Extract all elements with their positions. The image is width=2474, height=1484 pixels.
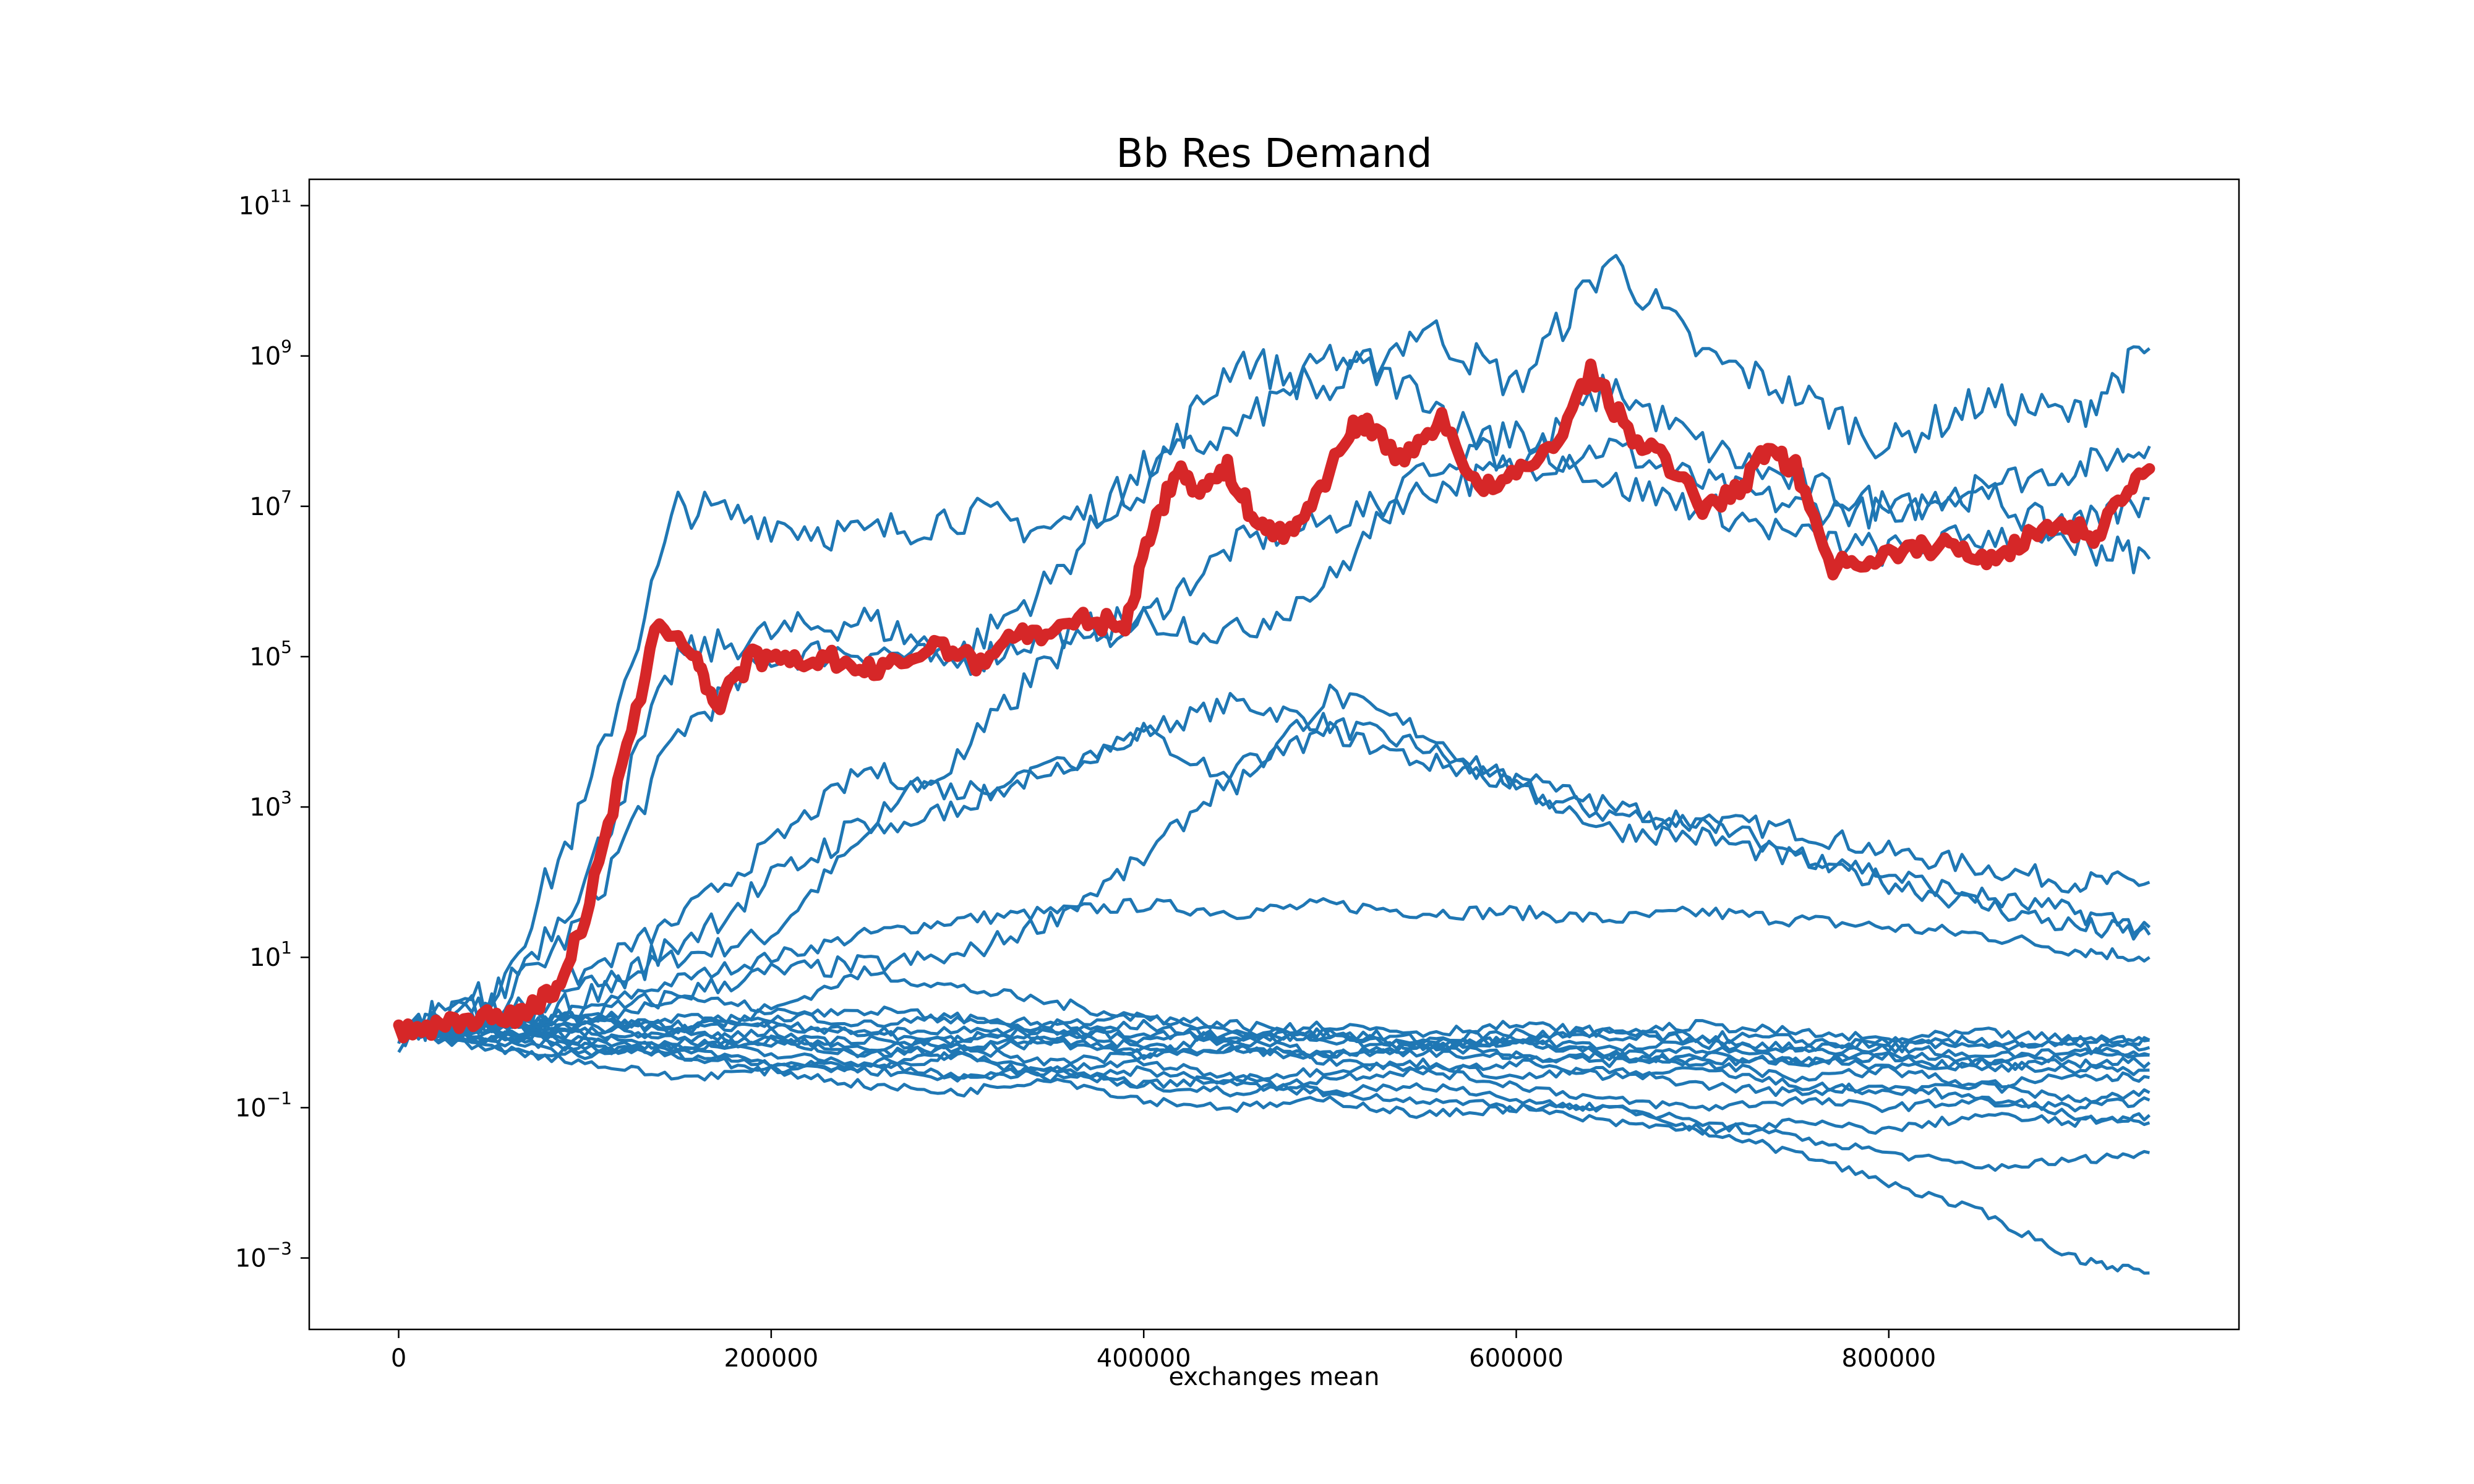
- plot-area: [393, 254, 2155, 1275]
- x-tick-label: 400000: [1097, 1344, 1191, 1373]
- x-axis: 0 200000 400000 600000 800000: [391, 1329, 1936, 1373]
- y-tick-label: 10−3: [235, 1239, 292, 1273]
- series-line-21: [398, 1023, 2150, 1077]
- y-tick-label: 101: [249, 937, 292, 972]
- series-line-22: [398, 1017, 2150, 1059]
- y-axis: 10−3 10−1 101 103 105 107 109 1011: [235, 186, 309, 1273]
- series-line-4: [397, 254, 2151, 1053]
- series-layer: [397, 254, 2151, 1275]
- x-tick-label: 0: [391, 1344, 406, 1373]
- y-tick-label: 10−1: [235, 1088, 292, 1122]
- series-line-16: [398, 1028, 2151, 1136]
- highlight-series-line: [393, 358, 2155, 1044]
- y-tick-label: 1011: [238, 186, 292, 221]
- x-tick-label: 200000: [724, 1344, 819, 1373]
- series-line-20: [398, 1026, 2151, 1104]
- y-tick-label: 103: [249, 787, 292, 822]
- y-tick-label: 107: [249, 487, 292, 521]
- series-line-12: [398, 1032, 2151, 1127]
- x-tick-label: 600000: [1469, 1344, 1564, 1373]
- series-line-7: [398, 720, 2151, 1040]
- axes-frame: [308, 178, 2240, 1331]
- series-line-8: [397, 420, 2150, 1047]
- highlight-layer: [393, 358, 2155, 1044]
- series-line-19: [397, 1013, 2150, 1089]
- series-line-15: [398, 1005, 2151, 1046]
- y-tick-label: 109: [249, 336, 292, 371]
- series-line-1: [397, 692, 2151, 1044]
- series-line-5: [398, 344, 2151, 1032]
- y-tick-label: 105: [249, 637, 292, 672]
- x-tick-label: 800000: [1841, 1344, 1936, 1373]
- series-line-18: [397, 1026, 2150, 1172]
- series-line-17: [398, 1028, 2150, 1275]
- chart-title: Bb Res Demand: [1116, 131, 1432, 177]
- series-line-2: [398, 897, 2151, 1034]
- x-axis-label: exchanges mean: [1168, 1363, 1379, 1391]
